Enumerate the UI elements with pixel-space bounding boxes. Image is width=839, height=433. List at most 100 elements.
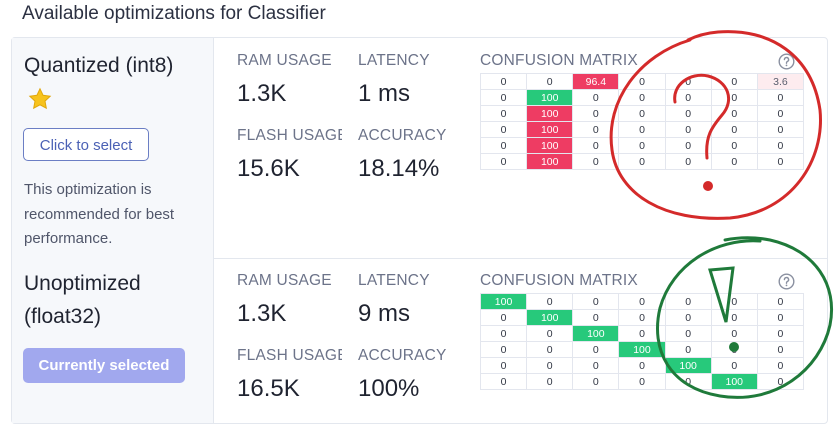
accuracy-value: 100% xyxy=(358,375,420,402)
confusion-matrix-cell: 100 xyxy=(526,89,574,106)
question-circle-icon[interactable] xyxy=(778,53,795,70)
confusion-matrix-cell: 0 xyxy=(479,105,528,122)
confusion-matrix-cell: 0 xyxy=(664,293,712,310)
accuracy-label: ACCURACY xyxy=(358,127,447,144)
confusion-matrix-cell: 0 xyxy=(479,357,528,374)
confusion-matrix-row: 0 100 0 0 0 0 0 xyxy=(479,137,805,154)
confusion-matrix-cell: 0 xyxy=(479,325,528,342)
confusion-matrix-cell: 0 xyxy=(526,357,574,374)
confusion-matrix-cell: 0 xyxy=(618,373,666,390)
confusion-matrix-cell: 0 xyxy=(664,153,712,170)
confusion-matrix-cell: 0 xyxy=(710,309,758,326)
confusion-matrix-title: CONFUSION MATRIX xyxy=(480,272,638,289)
confusion-matrix-cell: 0 xyxy=(618,325,666,342)
confusion-matrix-cell: 0 xyxy=(479,121,528,138)
confusion-matrix: 0 0 96.4 0 0 0 3.6 0 100 0 0 0 0 0 0 100 0 0 0 0 0 0 100 0 0 0 0 0 0… xyxy=(479,73,805,170)
latency-label: LATENCY xyxy=(358,272,430,289)
confusion-matrix-cell: 0 xyxy=(756,121,805,138)
optimization-info: Unoptimized (float32) Currently selected xyxy=(12,258,214,423)
confusion-matrix-cell: 100 xyxy=(572,325,620,342)
confusion-matrix-cell: 0 xyxy=(479,373,528,390)
accuracy-value: 18.14% xyxy=(358,155,440,182)
confusion-matrix-cell: 0 xyxy=(618,105,666,122)
confusion-matrix-row: 100 0 0 0 0 0 0 xyxy=(479,293,805,310)
confusion-matrix-row: 0 0 0 0 0 100 0 xyxy=(479,373,805,390)
confusion-matrix-cell: 0 xyxy=(618,73,666,90)
latency-value: 1 ms xyxy=(358,80,411,107)
confusion-matrix-cell: 0 xyxy=(526,341,574,358)
confusion-matrix-cell: 0 xyxy=(572,153,620,170)
ram-usage-value: 1.3K xyxy=(237,300,287,327)
confusion-matrix-cell: 0 xyxy=(710,121,758,138)
confusion-matrix-cell: 0 xyxy=(526,73,574,90)
confusion-matrix-cell: 0 xyxy=(664,137,712,154)
confusion-matrix-cell: 0 xyxy=(710,73,758,90)
page-title: Available optimizations for Classifier xyxy=(22,3,326,24)
confusion-matrix-row: 0 0 96.4 0 0 0 3.6 xyxy=(479,73,805,90)
confusion-matrix-row: 0 100 0 0 0 0 0 xyxy=(479,89,805,106)
latency-value: 9 ms xyxy=(358,300,411,327)
confusion-matrix-cell: 0 xyxy=(710,153,758,170)
confusion-matrix-cell: 0 xyxy=(756,325,805,342)
confusion-matrix-cell: 100 xyxy=(526,121,574,138)
flash-usage-value: 16.5K xyxy=(237,375,300,402)
confusion-matrix-cell: 0 xyxy=(710,325,758,342)
confusion-matrix-cell: 0 xyxy=(572,137,620,154)
confusion-matrix-cell: 0 xyxy=(572,341,620,358)
confusion-matrix-cell: 0 xyxy=(479,73,528,90)
confusion-matrix-cell: 0 xyxy=(618,293,666,310)
confusion-matrix-row: 0 100 0 0 0 0 0 xyxy=(479,309,805,326)
confusion-matrix-cell: 100 xyxy=(710,373,758,390)
confusion-matrix-row: 0 0 0 0 100 0 0 xyxy=(479,357,805,374)
confusion-matrix-cell: 0 xyxy=(756,153,805,170)
recommendation-note: This optimization is recommended for bes… xyxy=(24,181,175,247)
currently-selected-button[interactable]: Currently selected xyxy=(23,348,185,383)
confusion-matrix-cell: 0 xyxy=(664,89,712,106)
confusion-matrix-cell: 0 xyxy=(664,373,712,390)
optimization-name: Quantized (int8) xyxy=(24,54,174,77)
confusion-matrix-cell: 0 xyxy=(479,153,528,170)
confusion-matrix-cell: 0 xyxy=(756,137,805,154)
confusion-matrix-cell: 0 xyxy=(664,105,712,122)
confusion-matrix-cell: 0 xyxy=(664,325,712,342)
confusion-matrix-cell: 100 xyxy=(526,309,574,326)
flash-usage-label: FLASH USAGE xyxy=(237,347,342,364)
confusion-matrix-cell: 100 xyxy=(526,153,574,170)
confusion-matrix-cell: 3.6 xyxy=(756,73,805,90)
confusion-matrix-row: 0 100 0 0 0 0 0 xyxy=(479,121,805,138)
confusion-matrix-cell: 100 xyxy=(664,357,712,374)
confusion-matrix-cell: 100 xyxy=(526,105,574,122)
confusion-matrix-cell: 0 xyxy=(618,153,666,170)
confusion-matrix-cell: 0 xyxy=(710,137,758,154)
latency-label: LATENCY xyxy=(358,52,430,69)
confusion-matrix-cell: 0 xyxy=(479,309,528,326)
optimization-row-unoptimized: Unoptimized (float32) Currently selected… xyxy=(12,258,827,423)
question-circle-icon[interactable] xyxy=(778,273,795,290)
optimizations-panel: Quantized (int8) Click to select This op… xyxy=(11,37,828,424)
confusion-matrix-cell: 96.4 xyxy=(572,73,620,90)
confusion-matrix-cell: 100 xyxy=(479,293,528,310)
select-button[interactable]: Click to select xyxy=(23,128,149,161)
confusion-matrix-cell: 100 xyxy=(526,137,574,154)
confusion-matrix-cell: 0 xyxy=(479,89,528,106)
confusion-matrix-cell: 0 xyxy=(526,325,574,342)
confusion-matrix-cell: 0 xyxy=(710,293,758,310)
ram-usage-label: RAM USAGE xyxy=(237,272,332,289)
confusion-matrix-title: CONFUSION MATRIX xyxy=(480,52,638,69)
confusion-matrix-cell: 0 xyxy=(664,121,712,138)
confusion-matrix-cell: 0 xyxy=(756,89,805,106)
confusion-matrix-cell: 0 xyxy=(572,293,620,310)
confusion-matrix-cell: 0 xyxy=(710,89,758,106)
confusion-matrix-cell: 0 xyxy=(664,73,712,90)
confusion-matrix-cell: 0 xyxy=(572,373,620,390)
optimization-row-quantized: Quantized (int8) Click to select This op… xyxy=(12,38,827,259)
confusion-matrix-cell: 0 xyxy=(664,309,712,326)
confusion-matrix-cell: 0 xyxy=(710,341,758,358)
confusion-matrix-cell: 0 xyxy=(756,309,805,326)
confusion-matrix-row: 0 0 0 100 0 0 0 xyxy=(479,341,805,358)
confusion-matrix-cell: 100 xyxy=(618,341,666,358)
confusion-matrix-cell: 0 xyxy=(572,89,620,106)
confusion-matrix-cell: 0 xyxy=(710,105,758,122)
optimization-name: Unoptimized xyxy=(24,272,141,295)
confusion-matrix-cell: 0 xyxy=(618,309,666,326)
